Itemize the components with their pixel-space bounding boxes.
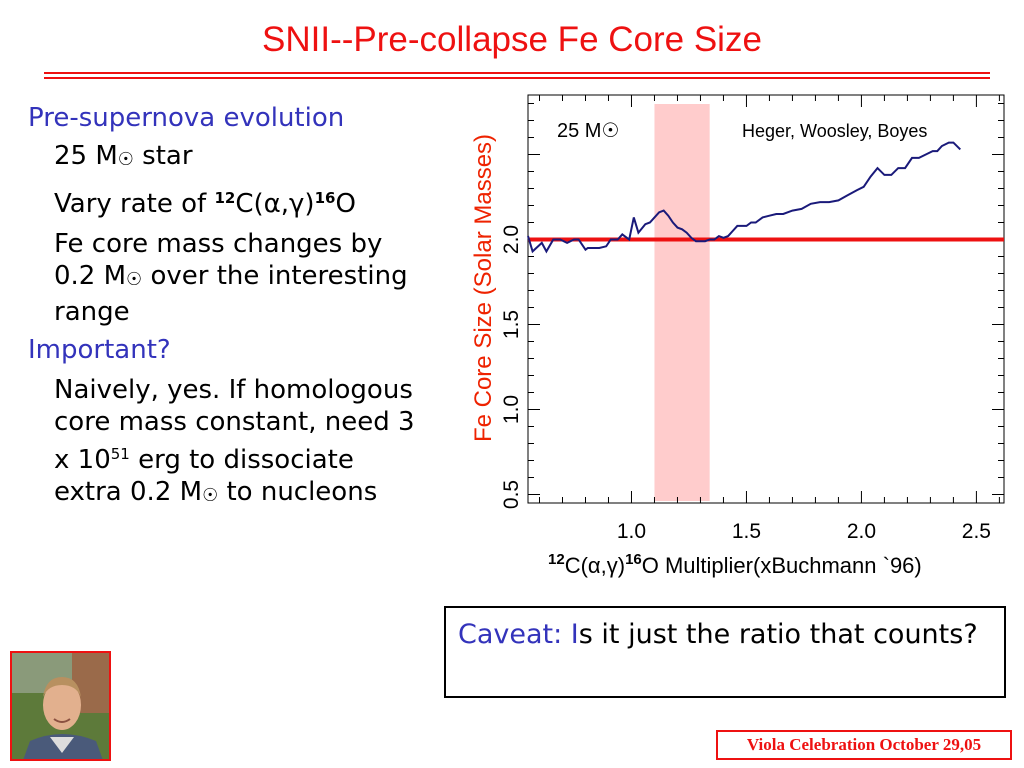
bullet-text: Pre-supernova evolution 25 M☉ star Vary … — [28, 102, 428, 512]
series-line — [527, 141, 962, 254]
x-tick-labels: 1.0 1.5 2.0 2.5 — [617, 520, 991, 543]
naively-text-end: to nucleons — [218, 477, 378, 507]
fe-core-text: Fe core mass changes by 0.2 M — [54, 229, 383, 291]
portrait-photo — [10, 651, 111, 761]
star-text: star — [133, 141, 193, 171]
fe-core-text-end: over the interesting range — [54, 261, 408, 327]
exponent-51: 51 — [110, 445, 130, 463]
annotation-authors: Heger, Woosley, Boyes — [742, 121, 927, 141]
x-tick-label: 2.5 — [962, 520, 991, 543]
title-rule-bottom — [44, 77, 990, 79]
caveat-text: s it just the ratio that counts? — [578, 619, 978, 650]
x-multiplier-text: O Multiplier(xBuchmann `96) — [641, 553, 922, 578]
heading-pre-supernova: Pre-supernova evolution — [28, 103, 345, 133]
y-axis-label: Fe Core Size (Solar Masses) — [470, 133, 497, 443]
caveat-box: Caveat: Is it just the ratio that counts… — [444, 606, 1006, 698]
fe-core-chart: 1.0 1.5 2.0 2.5 0.5 1.0 1.5 2.0 25 M☉ Heger, W… — [500, 94, 1005, 543]
naively-text: Naively, yes. If homologous core mass co… — [54, 375, 415, 475]
star-mass-text: 25 M — [54, 141, 118, 171]
x-axis-label: 12C(α,γ)16O Multiplier(xBuchmann `96) — [548, 551, 922, 579]
bullet-star-mass: 25 M☉ star — [28, 140, 428, 176]
sun-symbol-icon: ☉ — [117, 149, 134, 170]
portrait-image — [12, 653, 109, 759]
isotope-12: 12 — [214, 189, 236, 207]
bullet-naively: Naively, yes. If homologous core mass co… — [28, 374, 428, 512]
x-tick-label: 1.0 — [617, 520, 646, 543]
y-tick-label: 0.5 — [500, 480, 523, 509]
bullet-vary-rate: Vary rate of 12C(α,γ)16O — [28, 182, 428, 220]
y-tick-label: 1.0 — [500, 395, 523, 424]
bullet-fe-core: Fe core mass changes by 0.2 M☉ over the … — [28, 228, 428, 328]
oxygen-text: O — [335, 189, 356, 219]
x-isotope-16: 16 — [625, 551, 642, 568]
x-tick-label: 1.5 — [732, 520, 761, 543]
isotope-16: 16 — [314, 189, 336, 207]
axis-ticks — [528, 95, 1004, 503]
plot-frame — [527, 94, 1005, 504]
title-rule-top — [44, 72, 990, 74]
heading-important: Important? — [28, 335, 171, 365]
y-tick-label: 2.0 — [500, 225, 523, 254]
vary-rate-text: Vary rate of — [54, 189, 215, 219]
highlight-band — [654, 104, 710, 501]
x-reaction: C(α,γ) — [564, 553, 626, 578]
sun-symbol-icon: ☉ — [126, 269, 143, 290]
reaction-text: C(α,γ) — [235, 189, 315, 219]
caveat-label: Caveat: I — [458, 619, 579, 650]
slide-title: SNII--Pre-collapse Fe Core Size — [262, 20, 762, 59]
footer-label: Viola Celebration October 29,05 — [716, 730, 1012, 760]
sun-symbol-icon: ☉ — [202, 485, 219, 506]
y-tick-label: 1.5 — [500, 310, 523, 339]
x-isotope-12: 12 — [548, 551, 565, 568]
y-tick-labels: 0.5 1.0 1.5 2.0 — [500, 225, 523, 509]
x-tick-label: 2.0 — [847, 520, 876, 543]
naively-text-mid: erg to dissociate extra 0.2 M — [54, 445, 354, 507]
annotation-mass: 25 M☉ — [557, 120, 619, 142]
